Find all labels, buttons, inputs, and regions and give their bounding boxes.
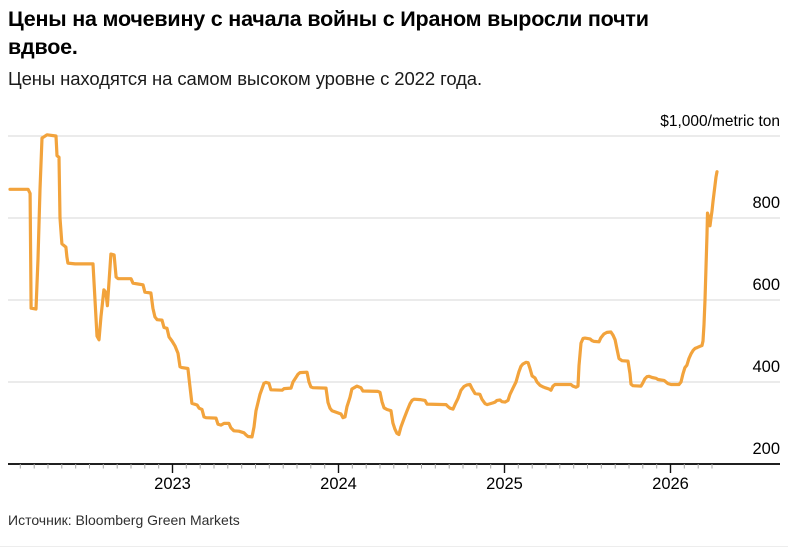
x-axis-labels: 2023 2024 2025 2026 (154, 475, 689, 493)
y-tick-label-600: 600 (752, 276, 780, 294)
gridlines (8, 135, 780, 383)
chart-subtitle: Цены находятся на самом высоком уровне с… (8, 68, 483, 89)
x-tick-label-2025: 2025 (486, 475, 523, 493)
bottom-divider (0, 546, 788, 547)
chart-title: Цены на мочевину с начала войны с Ираном… (8, 5, 782, 61)
y-tick-label-800: 800 (752, 194, 780, 212)
axis-ticks (19, 464, 713, 473)
chart-title-line2: вдвое. (8, 35, 78, 59)
y-tick-label-400: 400 (752, 358, 780, 376)
x-tick-label-2026: 2026 (652, 475, 689, 493)
x-tick-label-2023: 2023 (154, 475, 191, 493)
y-axis-labels: 800 600 400 200 (752, 194, 780, 458)
y-axis-unit-label: $1,000/metric ton (660, 113, 780, 130)
source-caption: Источник: Bloomberg Green Markets (8, 512, 240, 528)
x-tick-label-2024: 2024 (320, 475, 357, 493)
y-tick-label-200: 200 (752, 440, 780, 458)
chart-title-line1: Цены на мочевину с начала войны с Ираном… (8, 7, 649, 31)
price-line-series (8, 133, 719, 439)
